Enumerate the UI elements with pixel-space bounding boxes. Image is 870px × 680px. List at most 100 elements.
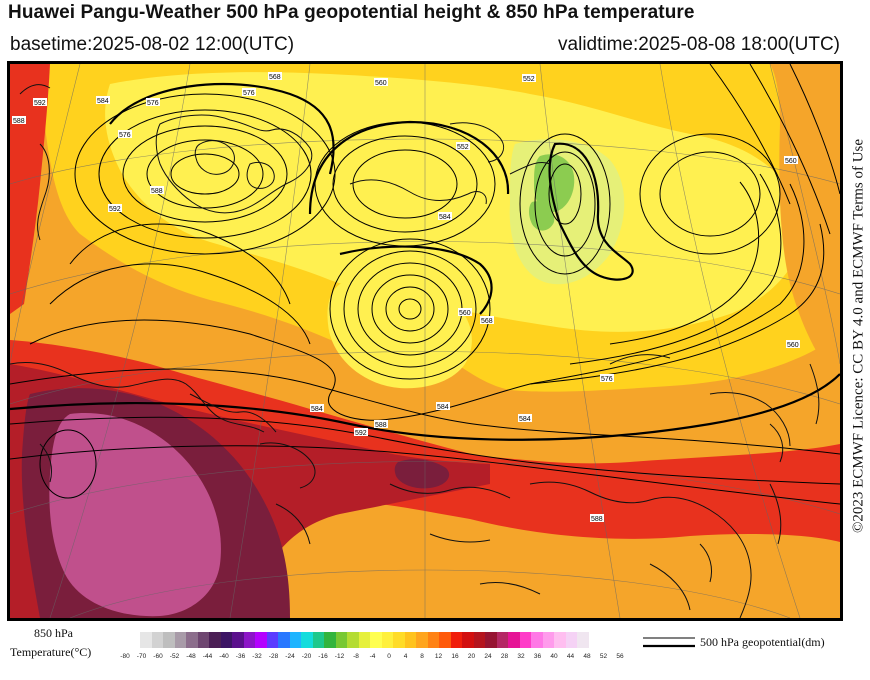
colorbar-tick-label: -60 xyxy=(153,653,163,660)
colorbar-swatch xyxy=(370,632,382,648)
colorbar-tick-label: 20 xyxy=(467,653,476,660)
colorbar-title-line2: Temperature(°C) xyxy=(10,645,92,659)
svg-text:560: 560 xyxy=(375,80,387,87)
colorbar-swatch xyxy=(301,632,313,648)
colorbar-tick-label: -12 xyxy=(334,653,345,660)
colorbar-swatch xyxy=(347,632,359,648)
svg-text:552: 552 xyxy=(523,76,535,83)
coastlines xyxy=(10,84,820,618)
colorbar-tick-label: -4 xyxy=(369,653,376,660)
colorbar-swatch xyxy=(324,632,336,648)
colorbar-swatch xyxy=(335,632,347,648)
colorbar-swatch xyxy=(473,632,485,648)
contour-label: 584 xyxy=(518,414,532,423)
colorbar-swatch xyxy=(542,632,554,648)
contour-label: 560 xyxy=(374,78,388,87)
colorbar-tick-label: -44 xyxy=(202,653,213,660)
colorbar-swatch xyxy=(381,632,393,648)
map-title: Huawei Pangu-Weather 500 hPa geopotentia… xyxy=(8,2,695,23)
contour-label: 584 xyxy=(436,402,450,411)
temp-fill-east-warm xyxy=(770,64,840,384)
colorbar-tick-label: 48 xyxy=(583,653,591,660)
geopotential-legend-lines xyxy=(643,637,695,648)
colorbar-tick-label: 56 xyxy=(616,653,624,660)
contour-label: 552 xyxy=(456,142,470,151)
svg-text:552: 552 xyxy=(457,144,469,151)
geopotential-legend-label: 500 hPa geopotential(dm) xyxy=(700,635,825,649)
svg-text:592: 592 xyxy=(355,430,367,437)
contour-label: 568 xyxy=(480,316,494,325)
colorbar-swatch xyxy=(462,632,474,648)
basetime-label: basetime:2025-08-02 12:00(UTC) xyxy=(10,34,295,55)
colorbar-swatch xyxy=(289,632,301,648)
colorbar-swatch xyxy=(519,632,531,648)
geopotential-contours xyxy=(10,64,840,505)
colorbar-swatch xyxy=(358,632,370,648)
colorbar-tick-label: -52 xyxy=(169,653,180,660)
colorbar-tick-label: 28 xyxy=(500,653,509,660)
temp-fill-extreme-core xyxy=(49,413,221,617)
map-canvas: 592 588 584 576 576 576 568 560 552 552 … xyxy=(10,64,840,618)
colorbar-swatch xyxy=(485,632,497,648)
colorbar-tick-label: -40 xyxy=(219,653,229,660)
temp-fill-coldest xyxy=(534,154,575,213)
svg-text:584: 584 xyxy=(311,406,323,413)
svg-text:568: 568 xyxy=(269,74,281,81)
colorbar-tick-label: -80 xyxy=(120,653,130,660)
svg-text:592: 592 xyxy=(109,206,121,213)
svg-text:584: 584 xyxy=(437,404,449,411)
svg-text:588: 588 xyxy=(13,118,25,125)
colorbar-swatch xyxy=(496,632,508,648)
colorbar-swatch xyxy=(450,632,462,648)
validtime-label: validtime:2025-08-08 18:00(UTC) xyxy=(558,34,840,55)
temp-fill-cool xyxy=(105,72,802,332)
colorbar-swatch xyxy=(243,632,255,648)
svg-text:576: 576 xyxy=(147,100,159,107)
colorbar-tick-label: 32 xyxy=(517,653,525,660)
colorbar-swatch xyxy=(565,632,577,648)
colorbar-tick-label: -20 xyxy=(301,653,312,660)
svg-text:588: 588 xyxy=(375,422,387,429)
contour-label: 592 xyxy=(33,98,47,107)
svg-text:576: 576 xyxy=(601,376,613,383)
contour-labels: 592 588 584 576 576 576 568 560 552 552 … xyxy=(12,72,800,523)
svg-text:584: 584 xyxy=(519,416,531,423)
colorbar-swatch xyxy=(266,632,278,648)
colorbar-tick-label: 44 xyxy=(566,653,575,660)
svg-text:560: 560 xyxy=(787,342,799,349)
colorbar-swatch xyxy=(174,632,186,648)
colorbar-swatch xyxy=(508,632,520,648)
svg-text:576: 576 xyxy=(243,90,255,97)
colorbar-tick-label: 36 xyxy=(533,653,542,660)
svg-text:584: 584 xyxy=(97,98,109,105)
colorbar-swatch xyxy=(404,632,416,648)
contour-label: 560 xyxy=(784,156,798,165)
colorbar-title-line1: 850 hPa xyxy=(34,626,73,640)
colorbar-tick-label: -32 xyxy=(252,653,262,660)
colorbar-swatch xyxy=(554,632,566,648)
contour-label: 588 xyxy=(374,420,388,429)
colorbar-tick-label: -70 xyxy=(136,653,147,660)
temp-fill-west-hot xyxy=(10,64,50,314)
colorbar-tick-label: 40 xyxy=(550,653,558,660)
colorbar-swatch xyxy=(163,632,175,648)
contour-label: 584 xyxy=(438,212,452,221)
svg-text:588: 588 xyxy=(591,516,603,523)
licence-notice: ©2023 ECMWF Licence: CC BY 4.0 and ECMWF… xyxy=(848,66,870,606)
temp-fill-cool-center xyxy=(327,278,472,389)
contour-label: 560 xyxy=(786,340,800,349)
colorbar-swatch xyxy=(531,632,543,648)
contour-label: 588 xyxy=(12,116,26,125)
contour-label: 592 xyxy=(108,204,122,213)
colorbar-swatch xyxy=(209,632,221,648)
colorbar-swatch xyxy=(427,632,439,648)
colorbar-ticks: -80 -70 -60 -52 -48 -44 -40 -36 -32 -28 -24 -20 -16-… xyxy=(112,653,632,665)
colorbar-tick-label: -36 xyxy=(235,653,246,660)
contour-label: 576 xyxy=(242,88,256,97)
svg-text:560: 560 xyxy=(459,310,471,317)
colorbar-swatch xyxy=(439,632,451,648)
svg-text:560: 560 xyxy=(785,158,797,165)
colorbar-swatch xyxy=(255,632,267,648)
colorbar-tick-label: 24 xyxy=(484,653,492,660)
contour-label: 576 xyxy=(600,374,614,383)
